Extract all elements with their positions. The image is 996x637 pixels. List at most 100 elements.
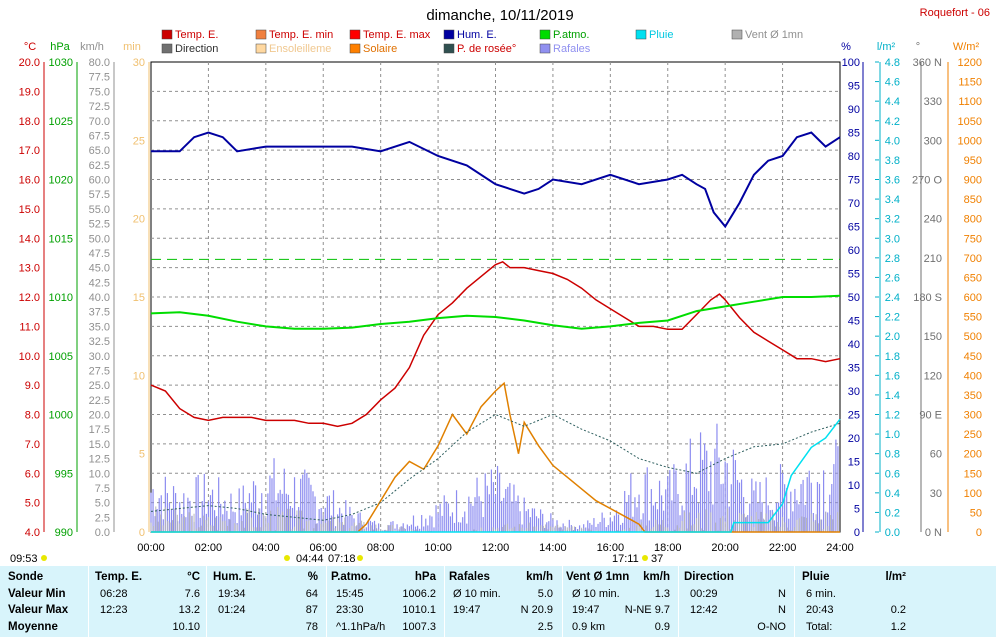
direction-tick: 90 E [919,410,942,422]
temp-tick: 14.0 [19,233,40,245]
pressure-tick: 1020 [49,175,73,187]
wind-tick: 65.0 [89,145,110,157]
legend-swatch [539,43,551,54]
sunset-marker [642,555,648,561]
legend-swatch [255,29,267,40]
minute-tick: 20 [133,214,145,226]
minute-tick: 25 [133,135,145,147]
solar-tick: 250 [964,429,982,441]
rain-tick: 1.6 [885,370,900,382]
solar-tick: 800 [964,214,982,226]
summary-rain-time: 20:43 [806,604,834,616]
summary-hum-time: 01:24 [218,604,246,616]
time-tick: 10:00 [424,542,452,554]
summary-press-value: 1007.3 [402,621,436,633]
legend-label: Solaire [363,43,397,55]
pressure-tick: 1025 [49,116,73,128]
direction-tick: 240 [924,214,942,226]
rain-tick: 0.4 [885,488,900,500]
summary-wind-value: 0.9 [654,621,670,633]
rain-tick: 1.0 [885,429,900,441]
direction-tick: 270 O [912,175,942,187]
legend-swatch [731,29,743,40]
legend-swatch [161,29,173,40]
wind-tick: 62.5 [89,160,110,172]
humidity-tick: 25 [848,410,860,422]
time-tick: 14:00 [539,542,567,554]
time-tick: 16:00 [597,542,625,554]
summary-rain-time: 6 min. [806,588,836,600]
wind-tick: 67.5 [89,130,110,142]
summary-separator [562,566,563,637]
temp-tick: 18.0 [19,116,40,128]
series-solaire [151,381,840,533]
summary-gust-time: 19:47 [453,604,481,616]
summary-header: P.atmo. [331,571,372,583]
temp-tick: 12.0 [19,292,40,304]
time-tick: 00:00 [137,542,165,554]
wind-tick: 2.5 [95,512,110,524]
time-tick: 24:00 [826,542,854,554]
wind-tick: 47.5 [89,248,110,260]
rain-tick: 4.4 [885,96,900,108]
humidity-tick: 55 [848,269,860,281]
direction-unit: ° [916,41,920,53]
legend-label: Temp. E. [175,29,218,41]
humidity-tick: 50 [848,292,860,304]
wind-tick: 80.0 [89,57,110,69]
summary-row-label: Valeur Max [8,604,69,616]
rain-tick: 4.8 [885,57,900,69]
wind-tick: 30.0 [89,351,110,363]
summary-header: Rafales [449,571,490,583]
solar-tick: 850 [964,194,982,206]
time-tick: 08:00 [367,542,395,554]
summary-temp-value: 7.6 [184,588,200,600]
temp-tick: 8.0 [25,410,40,422]
summary-table: Sonde Temp. E. °C Hum. E.% P.atmo. hPa Rafales… [0,566,996,637]
wind-tick: 45.0 [89,263,110,275]
temp-unit: °C [24,41,36,53]
legend-swatch [539,29,551,40]
wind-unit: km/h [80,41,104,53]
station-name: Roquefort - 06 [920,7,990,19]
summary-separator [444,566,445,637]
wind-tick: 22.5 [89,395,110,407]
sunset-time: 17:11 [612,553,639,565]
legend-swatch [635,29,647,40]
temp-tick: 11.0 [19,321,40,333]
summary-dir-value: N [778,604,786,616]
pressure-tick: 1015 [49,233,73,245]
solar-tick: 750 [964,233,982,245]
rain-tick: 1.2 [885,410,900,422]
sun-marker-extra: 37 [651,553,663,565]
legend-label: Vent Ø 1mn [745,29,803,41]
solar-tick: 0 [976,527,982,539]
summary-temp-value: 10.10 [172,621,200,633]
legend-swatch [349,43,361,54]
temp-tick: 19.0 [19,86,40,98]
summary-wind-time: Ø 10 min. [572,588,620,600]
temp-tick: 4.0 [25,527,40,539]
temp-tick: 7.0 [25,439,40,451]
summary-header: Pluie [802,571,830,583]
summary-press-time: 23:30 [336,604,364,616]
solar-tick: 150 [964,468,982,480]
wind-tick: 25.0 [89,380,110,392]
wind-tick: 35.0 [89,321,110,333]
humidity-unit: % [841,41,851,53]
summary-wind-time: 19:47 [572,604,600,616]
humidity-tick: 35 [848,363,860,375]
page-title: dimanche, 10/11/2019 [426,7,573,24]
humidity-tick: 70 [848,198,860,210]
wind-tick: 77.5 [89,72,110,84]
wind-tick: 17.5 [89,424,110,436]
summary-press-time: ^1.1hPa/h [336,621,386,633]
solar-tick: 500 [964,331,982,343]
rain-tick: 4.6 [885,77,900,89]
pressure-tick: 1010 [49,292,73,304]
wind-tick: 70.0 [89,116,110,128]
direction-tick: 120 [924,370,942,382]
series-hum-e- [151,131,841,229]
summary-hum-value: 78 [305,621,318,633]
legend-label: Direction [175,43,218,55]
